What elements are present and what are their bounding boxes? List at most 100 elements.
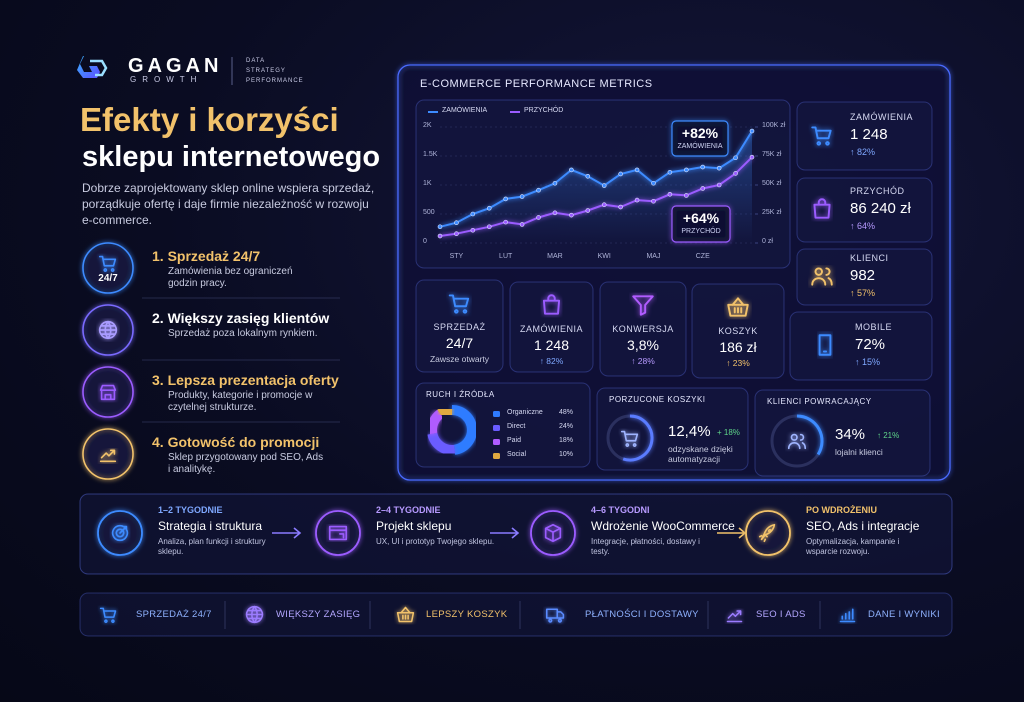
gauge-value: 34% <box>835 426 866 443</box>
panel <box>415 279 504 373</box>
step-arrow <box>272 527 302 539</box>
series-point <box>618 204 623 210</box>
tile-label: SPRZEDAŻ <box>433 322 486 332</box>
y2-tick-label: 0 zł <box>762 238 773 245</box>
x-tick-label: LUT <box>499 253 513 260</box>
series-point <box>437 233 443 239</box>
footer-item: SPRZEDAŻ 24/7 <box>136 609 212 620</box>
series-point <box>716 165 722 171</box>
series-point <box>454 220 459 225</box>
legend-label: ZAMÓWIENIA <box>442 107 488 114</box>
tile-value: 24/7 <box>445 335 474 351</box>
gauge-value: 12,4% <box>668 423 711 440</box>
icon <box>99 384 117 401</box>
annotation-box <box>671 205 731 243</box>
tile-value: 3,8% <box>627 337 659 353</box>
series-point <box>716 182 722 188</box>
legend-label: PRZYCHÓD <box>524 107 564 114</box>
series-line <box>439 130 753 228</box>
footer-item: PŁATNOŚCI I DOSTAWY <box>585 609 699 620</box>
icon <box>813 198 831 219</box>
tile-change: ↑ 82% <box>539 356 564 366</box>
icon <box>111 524 129 542</box>
annotation-value: +64% <box>682 210 720 226</box>
y-tick-label: 0 <box>423 238 427 245</box>
series-point <box>634 197 640 203</box>
step-text: Optymalizacja, kampanie i wsparcie rozwo… <box>806 537 900 556</box>
step-arrow <box>717 527 747 539</box>
annotation-value: +82% <box>681 125 719 141</box>
series-point <box>536 187 541 193</box>
benefit-title: 3. Lepsza prezentacja oferty <box>152 372 339 388</box>
kpi-change: ↑ 82% <box>850 147 876 157</box>
panel <box>599 281 687 377</box>
gauge-change: + 18% <box>717 428 740 437</box>
step-period: 4–6 TYGODNI <box>591 505 650 515</box>
benefit-icon-ring <box>82 366 134 418</box>
brand-name: GAGAN <box>128 55 223 77</box>
logo-mark <box>90 59 108 77</box>
icon <box>396 606 415 623</box>
series-point <box>700 186 706 191</box>
kpi-change: ↑ 15% <box>855 357 881 367</box>
series-point <box>651 198 656 204</box>
series-point <box>601 183 607 188</box>
gauge-change: ↑ 21% <box>877 431 900 440</box>
step-period: PO WDROŻENIU <box>806 505 877 515</box>
kpi-change: ↑ 64% <box>850 221 876 231</box>
y-tick-label: 1.5K <box>423 151 438 158</box>
pie-legend-label: Organiczne <box>507 409 543 416</box>
benefit-icon-ring <box>82 242 134 294</box>
benefit-title: 4. Gotowość do promocji <box>152 434 320 450</box>
step-title: Wdrożenie WooCommerce <box>591 519 735 533</box>
donut-segment <box>451 405 477 455</box>
panel <box>796 248 933 306</box>
x-tick-label: MAJ <box>646 253 661 260</box>
legend-swatch <box>493 439 500 445</box>
kpi-change: ↑ 57% <box>850 288 876 298</box>
pie-value-label: 24% <box>559 423 574 430</box>
series-point <box>749 154 755 160</box>
series-point <box>552 210 558 216</box>
series-point <box>437 224 443 230</box>
brand-tagline: STRATEGY <box>246 68 286 74</box>
series-point <box>749 128 755 134</box>
legend-swatch <box>493 453 500 459</box>
step-title: SEO, Ads i integracje <box>806 519 920 533</box>
kpi-value: 982 <box>850 267 876 284</box>
tile-label: KONWERSJA <box>612 324 674 334</box>
annotation-label: PRZYCHÓD <box>681 228 721 235</box>
icon <box>839 608 856 623</box>
pie-value-label: 48% <box>559 409 574 416</box>
panel <box>509 281 594 373</box>
icon <box>99 449 117 463</box>
step-period: 2–4 TYGODNIE <box>376 505 441 515</box>
footer-panel <box>79 592 953 637</box>
series-point <box>634 167 640 173</box>
tile-value: 1 248 <box>533 337 570 353</box>
dashboard-title: E-COMMERCE PERFORMANCE METRICS <box>420 78 653 90</box>
step-title: Strategia i struktura <box>158 519 263 533</box>
intro-text: Dobrze zaprojektowany sklep online wspie… <box>82 181 375 228</box>
series-point <box>585 174 591 179</box>
tile-value: 186 zł <box>719 339 757 355</box>
pie-value-label: 18% <box>559 437 574 444</box>
series-point <box>667 169 673 175</box>
icon <box>545 608 565 623</box>
benefit-title: 1. Sprzedaż 24/7 <box>152 248 261 264</box>
series-point <box>519 194 525 199</box>
panel <box>596 387 749 471</box>
benefit-text: Zamówienia bez ograniczeń godzin pracy. <box>168 266 293 289</box>
benefit-text: Sprzedaż poza lokalnym rynkiem. <box>168 328 318 339</box>
page-subtitle: sklepu internetowego <box>82 141 381 173</box>
gauge-text: odzyskane dzięki automatyzacji <box>668 444 733 465</box>
brand-tagline: PERFORMANCE <box>246 78 304 84</box>
pie-legend-label: Paid <box>507 437 522 444</box>
gauge-title: KLIENCI POWRACAJĄCY <box>767 397 872 406</box>
panel <box>796 177 933 243</box>
annotation-label: ZAMÓWIENIA <box>677 143 723 150</box>
icon <box>448 294 470 314</box>
panel <box>754 389 931 477</box>
gauge-text: lojalni klienci <box>835 447 883 457</box>
